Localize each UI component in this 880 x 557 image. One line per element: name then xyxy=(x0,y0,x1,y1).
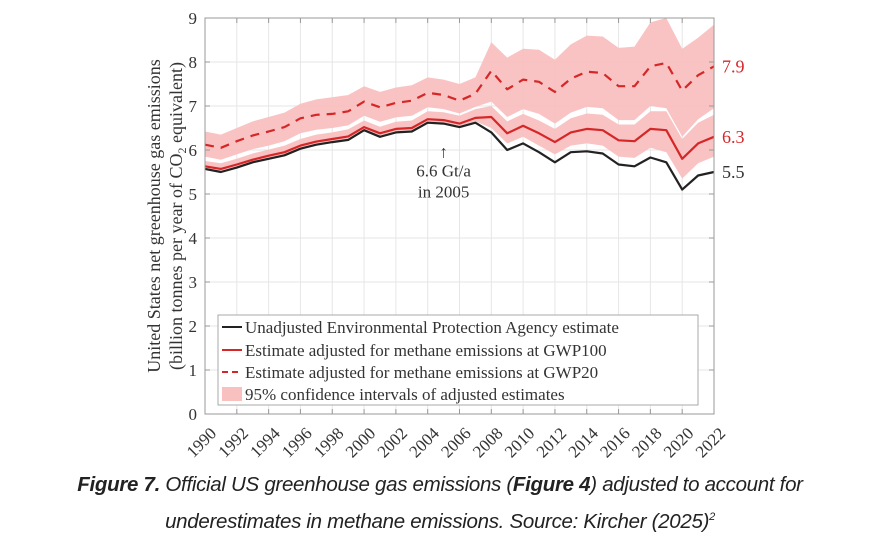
caption-text-part1: Official US greenhouse gas emissions ( xyxy=(160,473,513,496)
y-axis-label: United States net greenhouse gas emissio… xyxy=(144,59,189,372)
y-tick-label: 4 xyxy=(189,229,198,248)
annotation-arrow: ↑ xyxy=(439,143,448,162)
y-tick-labels: 0 1 2 3 4 5 6 7 8 9 xyxy=(189,9,198,424)
x-tick-label: 2006 xyxy=(437,424,474,461)
confidence-band-gwp20 xyxy=(205,18,714,160)
caption-line1: Figure 7. Official US greenhouse gas emi… xyxy=(0,468,880,501)
x-tick-labels: 1990199219941996199820002002200420062008… xyxy=(183,423,729,461)
y-tick-label: 2 xyxy=(189,317,198,336)
series-line-epa xyxy=(204,121,715,191)
confidence-bands xyxy=(205,18,714,179)
x-tick-label: 2012 xyxy=(533,424,570,461)
legend-swatch-ci xyxy=(222,387,242,401)
series-lines xyxy=(204,61,715,191)
x-tick-label: 2018 xyxy=(628,424,665,461)
x-tick-label: 1998 xyxy=(310,424,347,461)
y-tick-label: 6 xyxy=(189,141,198,160)
x-tick-label: 1994 xyxy=(246,423,284,461)
x-tick-label: 1990 xyxy=(183,424,220,461)
x-tick-label: 2000 xyxy=(342,424,379,461)
x-tick-label: 2010 xyxy=(501,424,538,461)
annotation-value: 6.6 Gt/a xyxy=(416,162,471,181)
legend-label-gwp100: Estimate adjusted for methane emissions … xyxy=(245,341,607,360)
x-tick-label: 2020 xyxy=(660,424,697,461)
y-tick-label: 7 xyxy=(189,97,198,116)
caption-line2: underestimates in methane emissions. Sou… xyxy=(0,501,880,538)
caption-text-part2: ) adjusted to account for xyxy=(590,473,803,496)
x-tick-label: 2008 xyxy=(469,424,506,461)
y-tick-label: 0 xyxy=(189,405,198,424)
x-tick-label: 2002 xyxy=(374,424,411,461)
x-tick-label: 2004 xyxy=(405,423,443,461)
legend: Unadjusted Environmental Protection Agen… xyxy=(217,314,699,406)
confidence-band-gwp100 xyxy=(205,106,714,179)
caption-footnote: 2 xyxy=(709,511,715,523)
y-tick-label: 3 xyxy=(189,273,198,292)
annotation-year: in 2005 xyxy=(418,183,469,202)
caption-text-line2: underestimates in methane emissions. Sou… xyxy=(165,509,710,533)
caption-figure-label: Figure 7. xyxy=(77,473,161,496)
x-tick-label: 1992 xyxy=(215,424,252,461)
series-line-gwp100 xyxy=(204,115,715,170)
y-tick-label: 1 xyxy=(189,361,198,380)
y-tick-label: 5 xyxy=(189,185,198,204)
axes xyxy=(204,17,715,415)
y-tick-label: 8 xyxy=(189,53,198,72)
end-labels: 7.9 6.3 5.5 xyxy=(722,56,745,182)
legend-label-epa: Unadjusted Environmental Protection Agen… xyxy=(245,318,619,337)
x-tick-label: 2014 xyxy=(565,423,603,461)
caption-figure-ref: Figure 4 xyxy=(512,473,591,496)
y-tick-label: 9 xyxy=(189,9,198,28)
legend-box xyxy=(217,314,699,406)
x-tick-label: 1996 xyxy=(278,424,315,461)
end-label-7-9: 7.9 xyxy=(722,56,745,76)
y-axis-label-line2: (billion tonnes per year of CO2 equivale… xyxy=(166,62,189,370)
end-label-5-5: 5.5 xyxy=(722,162,745,182)
legend-label-ci: 95% confidence intervals of adjusted est… xyxy=(245,385,565,404)
annotation-2005: ↑ 6.6 Gt/a in 2005 xyxy=(416,143,471,202)
x-tick-label: 2016 xyxy=(596,424,633,461)
y-axis-label-line1: United States net greenhouse gas emissio… xyxy=(144,59,164,372)
legend-label-gwp20: Estimate adjusted for methane emissions … xyxy=(245,363,598,382)
figure-caption: Figure 7. Official US greenhouse gas emi… xyxy=(0,468,880,538)
x-tick-label: 2022 xyxy=(692,424,729,461)
end-label-6-3: 6.3 xyxy=(722,127,745,147)
